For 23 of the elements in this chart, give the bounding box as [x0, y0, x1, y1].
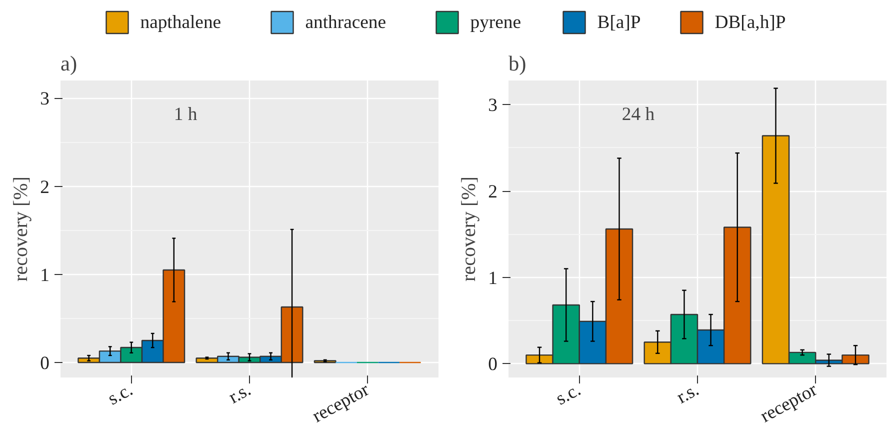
y-axis-title: recovery [%]: [10, 176, 32, 282]
x-tick-label: r.s.: [225, 379, 255, 408]
legend-label: DB[a,h]P: [714, 12, 786, 33]
legend-label: anthracene: [305, 12, 386, 33]
x-tick-label: r.s.: [673, 379, 703, 408]
y-tick-label: 0: [40, 353, 50, 374]
legend-label: pyrene: [470, 12, 522, 33]
legend-label: napthalene: [140, 12, 222, 33]
y-tick-label: 0: [488, 354, 498, 376]
x-tick-label: s.c.: [104, 379, 136, 410]
chart-title: b): [508, 52, 526, 76]
x-tick-label: s.c.: [552, 379, 584, 410]
y-tick-label: 2: [40, 176, 50, 198]
y-tick-label: 3: [488, 95, 498, 116]
y-tick-label: 1: [488, 268, 498, 289]
annotation: 1 h: [174, 104, 198, 126]
annotation: 24 h: [622, 104, 656, 126]
y-axis-title: recovery [%]: [458, 176, 480, 282]
y-tick-label: 2: [488, 182, 498, 203]
legend-label: B[a]P: [597, 12, 641, 33]
y-tick-label: 3: [40, 88, 50, 110]
y-tick-label: 1: [40, 264, 50, 286]
chart-title: a): [60, 52, 78, 76]
